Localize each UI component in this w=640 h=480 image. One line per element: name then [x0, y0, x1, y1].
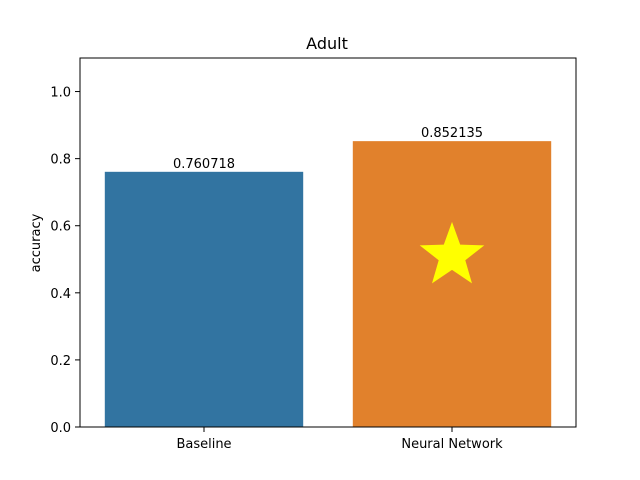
plot-area: 0.760718 Baseline 0.852135 Neural Network 0.… — [50, 57, 577, 452]
y-tick-label: 0.2 — [50, 354, 71, 369]
bar-value-label: 0.760718 — [173, 157, 235, 172]
bar-value-label: 0.852135 — [421, 126, 483, 141]
chart-title: Adult — [306, 34, 348, 53]
x-tick-label: Neural Network — [401, 437, 503, 452]
bar — [352, 141, 552, 427]
y-axis-label: accuracy — [29, 213, 44, 272]
star-marker — [419, 221, 485, 284]
y-tick-label: 0.8 — [50, 153, 71, 168]
bar — [104, 171, 304, 427]
y-tick-label: 1.0 — [50, 86, 71, 101]
x-tick-label: Baseline — [176, 437, 231, 452]
y-tick-label: 0.6 — [50, 220, 71, 235]
y-tick-label: 0.0 — [50, 421, 71, 436]
y-tick-label: 0.4 — [50, 287, 71, 302]
axes-frame — [79, 57, 577, 428]
